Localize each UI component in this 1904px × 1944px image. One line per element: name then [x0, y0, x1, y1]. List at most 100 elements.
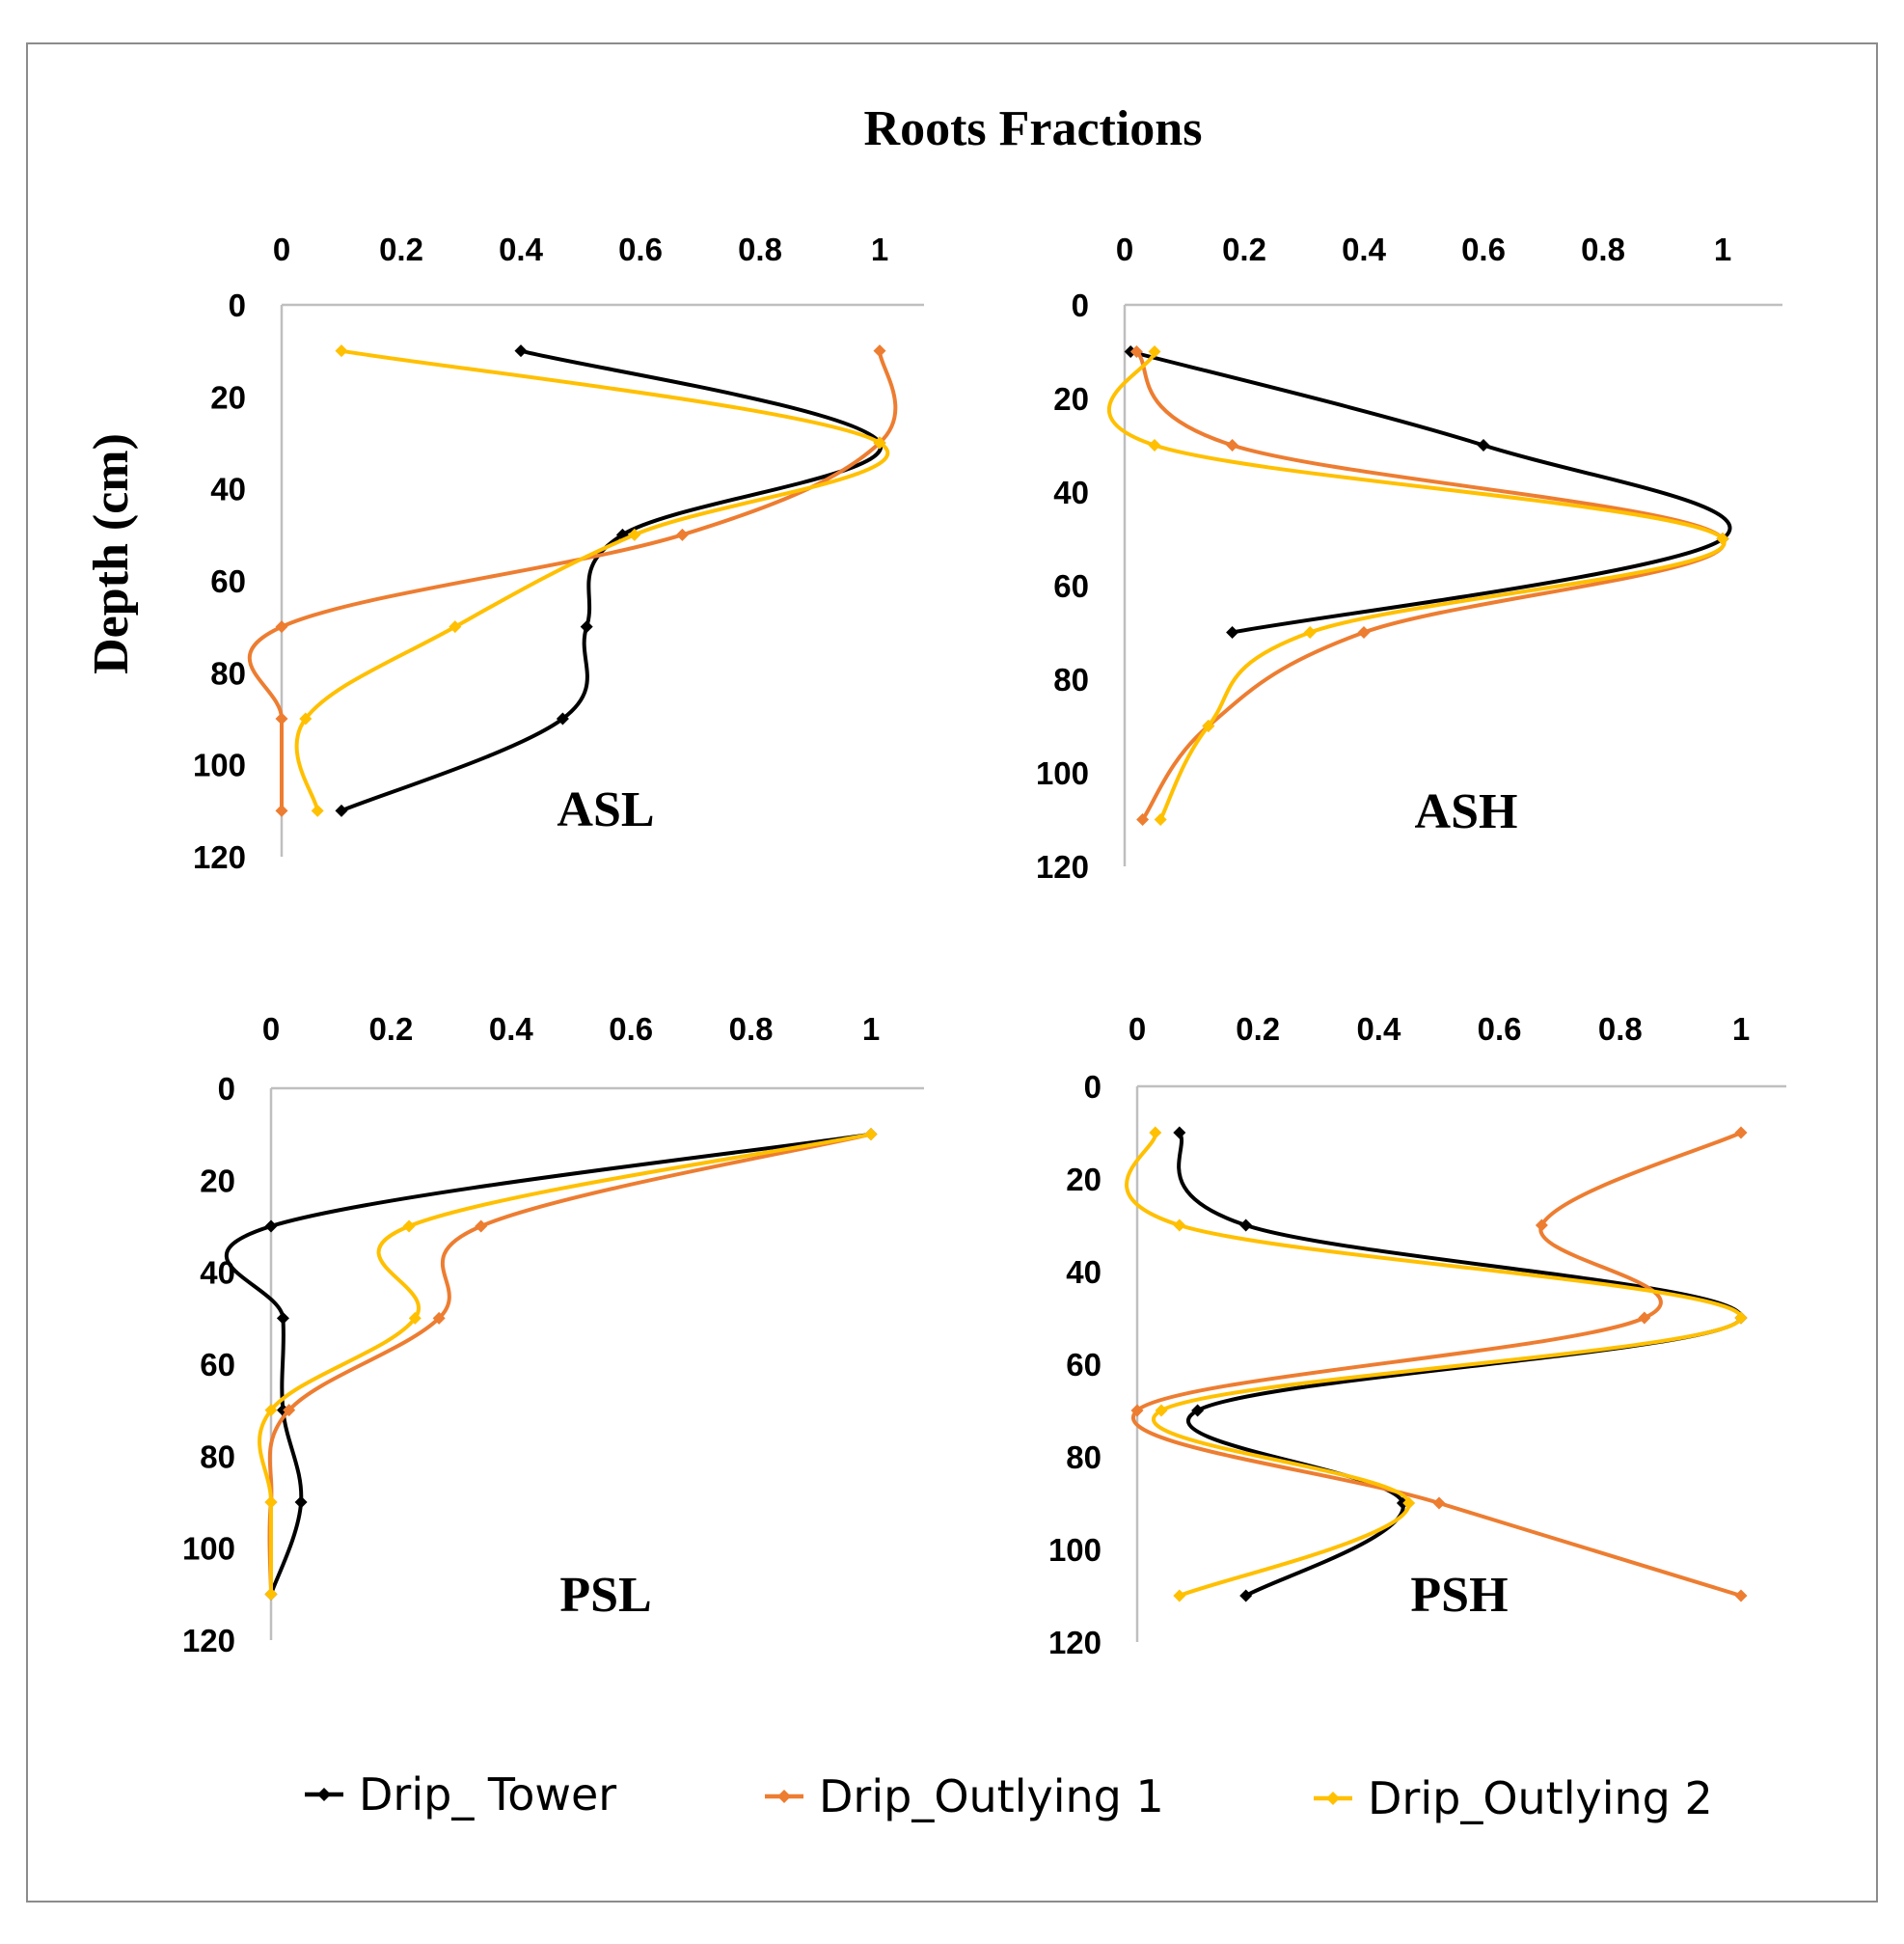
psl-x-tick-label: 0.4 — [489, 1011, 534, 1047]
psl-drip-tower-marker — [276, 1311, 289, 1325]
psl-drip-outlying-1-marker — [432, 1311, 446, 1325]
ash-drip-tower-marker — [1226, 626, 1239, 639]
panel-label-ash: ASH — [1415, 784, 1518, 839]
asl-drip-outlying-1-marker — [275, 620, 288, 634]
legend-swatch-marker — [1326, 1792, 1340, 1805]
ash-y-tick-label: 80 — [1053, 662, 1089, 698]
asl-x-tick-label: 0 — [273, 232, 290, 267]
psl-y-tick-label: 80 — [200, 1438, 235, 1474]
psh-drip-outlying-1-marker — [1734, 1589, 1748, 1602]
ash-drip-tower-line — [1129, 349, 1732, 635]
psh-y-tick-label: 0 — [1084, 1069, 1102, 1105]
psl-drip-outlying-2-marker — [402, 1219, 416, 1233]
psh-drip-outlying-2-marker — [1402, 1496, 1416, 1510]
asl-drip-tower-marker — [580, 620, 593, 634]
psh-drip-outlying-1-line — [1131, 1131, 1743, 1598]
psh-drip-outlying-1-marker — [1130, 1404, 1144, 1417]
panel-label-psl: PSL — [559, 1568, 651, 1623]
panel-label-asl: ASL — [557, 782, 654, 837]
asl-drip-outlying-1-marker — [873, 344, 886, 358]
ash-drip-outlying-1-marker — [1129, 345, 1143, 358]
ash-x-tick-label: 0.8 — [1581, 232, 1625, 267]
legend-item-drip-outlying-1: Drip_Outlying 1 — [765, 1770, 1164, 1822]
psh-y-tick-label: 40 — [1066, 1254, 1102, 1290]
psh-y-tick-label: 20 — [1066, 1162, 1102, 1197]
psl-y-tick-label: 40 — [200, 1255, 235, 1291]
asl-drip-outlying-2-marker — [299, 712, 313, 726]
ash-x-tick-label: 0.6 — [1461, 232, 1506, 267]
ash-drip-outlying-2-marker — [1148, 345, 1161, 358]
legend-item-drip-tower: Drip_ Tower — [305, 1768, 616, 1821]
psh-y-tick-label: 60 — [1066, 1347, 1102, 1383]
asl-x-tick-label: 0.8 — [738, 232, 782, 267]
panel-ash: 0 0.2 0.4 0.6 0.8 1 0 20 40 60 80 100 120 ASH — [1036, 232, 1782, 885]
psh-drip-outlying-2-line — [1125, 1131, 1744, 1598]
psh-y-tick-label: 120 — [1048, 1625, 1102, 1660]
psl-drip-outlying-2-marker — [264, 1587, 278, 1601]
psl-drip-outlying-2-marker — [264, 1404, 278, 1417]
psh-drip-outlying-1-marker — [1734, 1126, 1748, 1139]
psh-x-tick-label: 0.8 — [1598, 1011, 1643, 1047]
psh-x-tick-label: 0.2 — [1236, 1011, 1280, 1047]
psl-x-tick-label: 0.8 — [729, 1011, 774, 1047]
psh-x-tick-label: 0 — [1129, 1011, 1146, 1047]
y-axis-label: Depth (cm) — [84, 433, 139, 674]
psh-drip-outlying-2-marker — [1149, 1126, 1162, 1139]
asl-x-tick-label: 0.2 — [379, 232, 423, 267]
asl-drip-outlying-1-marker — [275, 712, 288, 726]
psl-drip-outlying-1-marker — [475, 1219, 488, 1233]
panel-label-psh: PSH — [1410, 1568, 1508, 1623]
asl-drip-outlying-2-marker — [873, 436, 886, 450]
ash-y-tick-label: 0 — [1072, 287, 1089, 323]
panel-asl: 0 0.2 0.4 0.6 0.8 1 0 20 40 60 80 100 120 ASL — [193, 232, 924, 875]
legend-swatch-marker — [777, 1790, 791, 1803]
asl-drip-outlying-2-marker — [311, 804, 324, 817]
asl-y-tick-label: 0 — [229, 287, 246, 323]
asl-drip-tower-marker — [556, 712, 569, 726]
psl-drip-outlying-2-line — [258, 1132, 873, 1597]
ash-y-tick-label: 120 — [1036, 849, 1089, 885]
asl-y-tick-label: 20 — [210, 379, 246, 415]
psl-drip-outlying-2-marker — [864, 1128, 878, 1141]
psl-x-tick-label: 1 — [862, 1011, 880, 1047]
legend-label: Drip_Outlying 1 — [819, 1770, 1164, 1822]
ash-drip-outlying-1-marker — [1357, 626, 1371, 639]
asl-drip-outlying-1-marker — [275, 804, 288, 817]
ash-drip-tower-marker — [1477, 439, 1490, 452]
ash-drip-outlying-2-marker — [1202, 720, 1215, 732]
ash-drip-outlying-1-marker — [1136, 813, 1150, 826]
ash-drip-outlying-2-marker — [1154, 813, 1167, 826]
psl-y-tick-label: 20 — [200, 1163, 235, 1198]
ash-drip-outlying-1-marker — [1226, 439, 1239, 452]
ash-x-tick-label: 0.2 — [1222, 232, 1266, 267]
asl-y-tick-label: 120 — [193, 839, 246, 875]
psh-drip-outlying-1-marker — [1638, 1311, 1651, 1325]
legend-item-drip-outlying-2: Drip_Outlying 2 — [1314, 1772, 1713, 1824]
ash-y-tick-label: 20 — [1053, 381, 1089, 417]
psl-drip-tower-marker — [294, 1495, 308, 1509]
legend-label: Drip_ Tower — [359, 1768, 616, 1821]
asl-drip-outlying-2-marker — [628, 528, 641, 541]
asl-drip-tower-marker — [335, 804, 348, 817]
psl-x-tick-label: 0.2 — [368, 1011, 413, 1047]
psh-drip-outlying-2-marker — [1155, 1404, 1168, 1417]
legend-swatch-marker — [317, 1788, 331, 1801]
psh-drip-tower-marker — [1191, 1404, 1205, 1417]
psh-drip-outlying-2-marker — [1173, 1218, 1186, 1232]
panel-psh: 0 0.2 0.4 0.6 0.8 1 0 20 40 60 80 100 120 PSH — [1048, 1011, 1786, 1660]
ash-drip-outlying-2-line — [1107, 349, 1727, 822]
psh-x-tick-label: 0.4 — [1356, 1011, 1401, 1047]
psh-drip-outlying-2-marker — [1173, 1589, 1186, 1602]
asl-y-tick-label: 40 — [210, 472, 246, 507]
psl-y-tick-label: 0 — [218, 1071, 235, 1107]
ash-x-tick-label: 0.4 — [1342, 232, 1387, 267]
ash-drip-outlying-2-marker — [1148, 439, 1161, 452]
asl-x-tick-label: 0.6 — [618, 232, 663, 267]
asl-drip-tower-marker — [514, 344, 528, 358]
panels-layer: 0 0.2 0.4 0.6 0.8 1 0 20 40 60 80 100 120 ASL 0 0.2 0.4 0… — [182, 232, 1786, 1660]
psh-x-tick-label: 0.6 — [1478, 1011, 1522, 1047]
psl-drip-outlying-1-marker — [283, 1404, 296, 1417]
psh-y-tick-label: 100 — [1048, 1532, 1102, 1568]
ash-y-tick-label: 60 — [1053, 568, 1089, 604]
